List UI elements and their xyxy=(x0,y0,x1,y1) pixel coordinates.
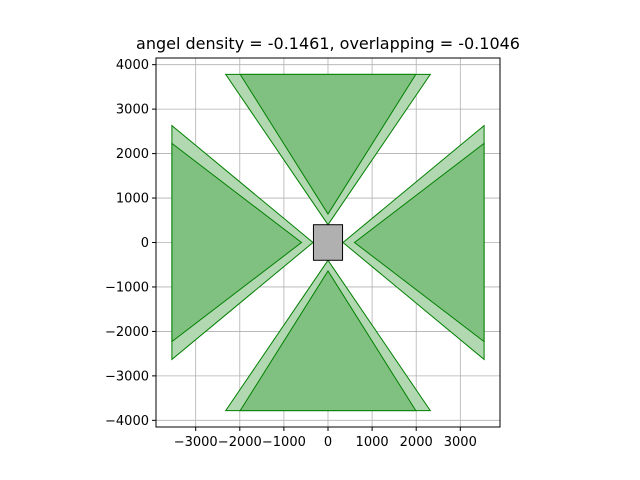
x-tick-label: −2000 xyxy=(218,435,262,450)
chart-title: angel density = -0.1461, overlapping = -… xyxy=(136,34,520,53)
y-tick-label: −2000 xyxy=(105,325,149,340)
y-tick-label: −3000 xyxy=(105,369,149,384)
x-tick-label: 2000 xyxy=(400,435,433,450)
x-tick-label: 0 xyxy=(324,435,332,450)
inner-polygon-left-inner xyxy=(171,142,303,343)
x-tick-label: −1000 xyxy=(262,435,306,450)
y-tick-label: 1000 xyxy=(116,192,149,207)
y-tick-label: −4000 xyxy=(105,414,149,429)
center-rectangle xyxy=(312,224,344,261)
y-tick-label: 2000 xyxy=(116,147,149,162)
inner-polygons xyxy=(171,73,485,412)
x-tick-label: 1000 xyxy=(356,435,389,450)
inner-polygon-top-inner xyxy=(239,73,417,215)
y-axis-ticks: −4000 −3000 −2000 −1000 0 1000 2000 3000 4000 xyxy=(105,58,156,429)
center-rectangle-group xyxy=(312,224,344,261)
inner-polygon-bottom-inner xyxy=(239,270,417,412)
y-tick-label: 4000 xyxy=(116,58,149,73)
y-tick-label: 0 xyxy=(141,236,149,251)
y-tick-label: −1000 xyxy=(105,280,149,295)
x-tick-label: −3000 xyxy=(174,435,218,450)
x-tick-label: 3000 xyxy=(444,435,477,450)
y-tick-label: 3000 xyxy=(116,103,149,118)
x-axis-ticks: −3000 −2000 −1000 0 1000 2000 3000 xyxy=(174,427,477,450)
inner-polygon-right-inner xyxy=(353,142,485,343)
